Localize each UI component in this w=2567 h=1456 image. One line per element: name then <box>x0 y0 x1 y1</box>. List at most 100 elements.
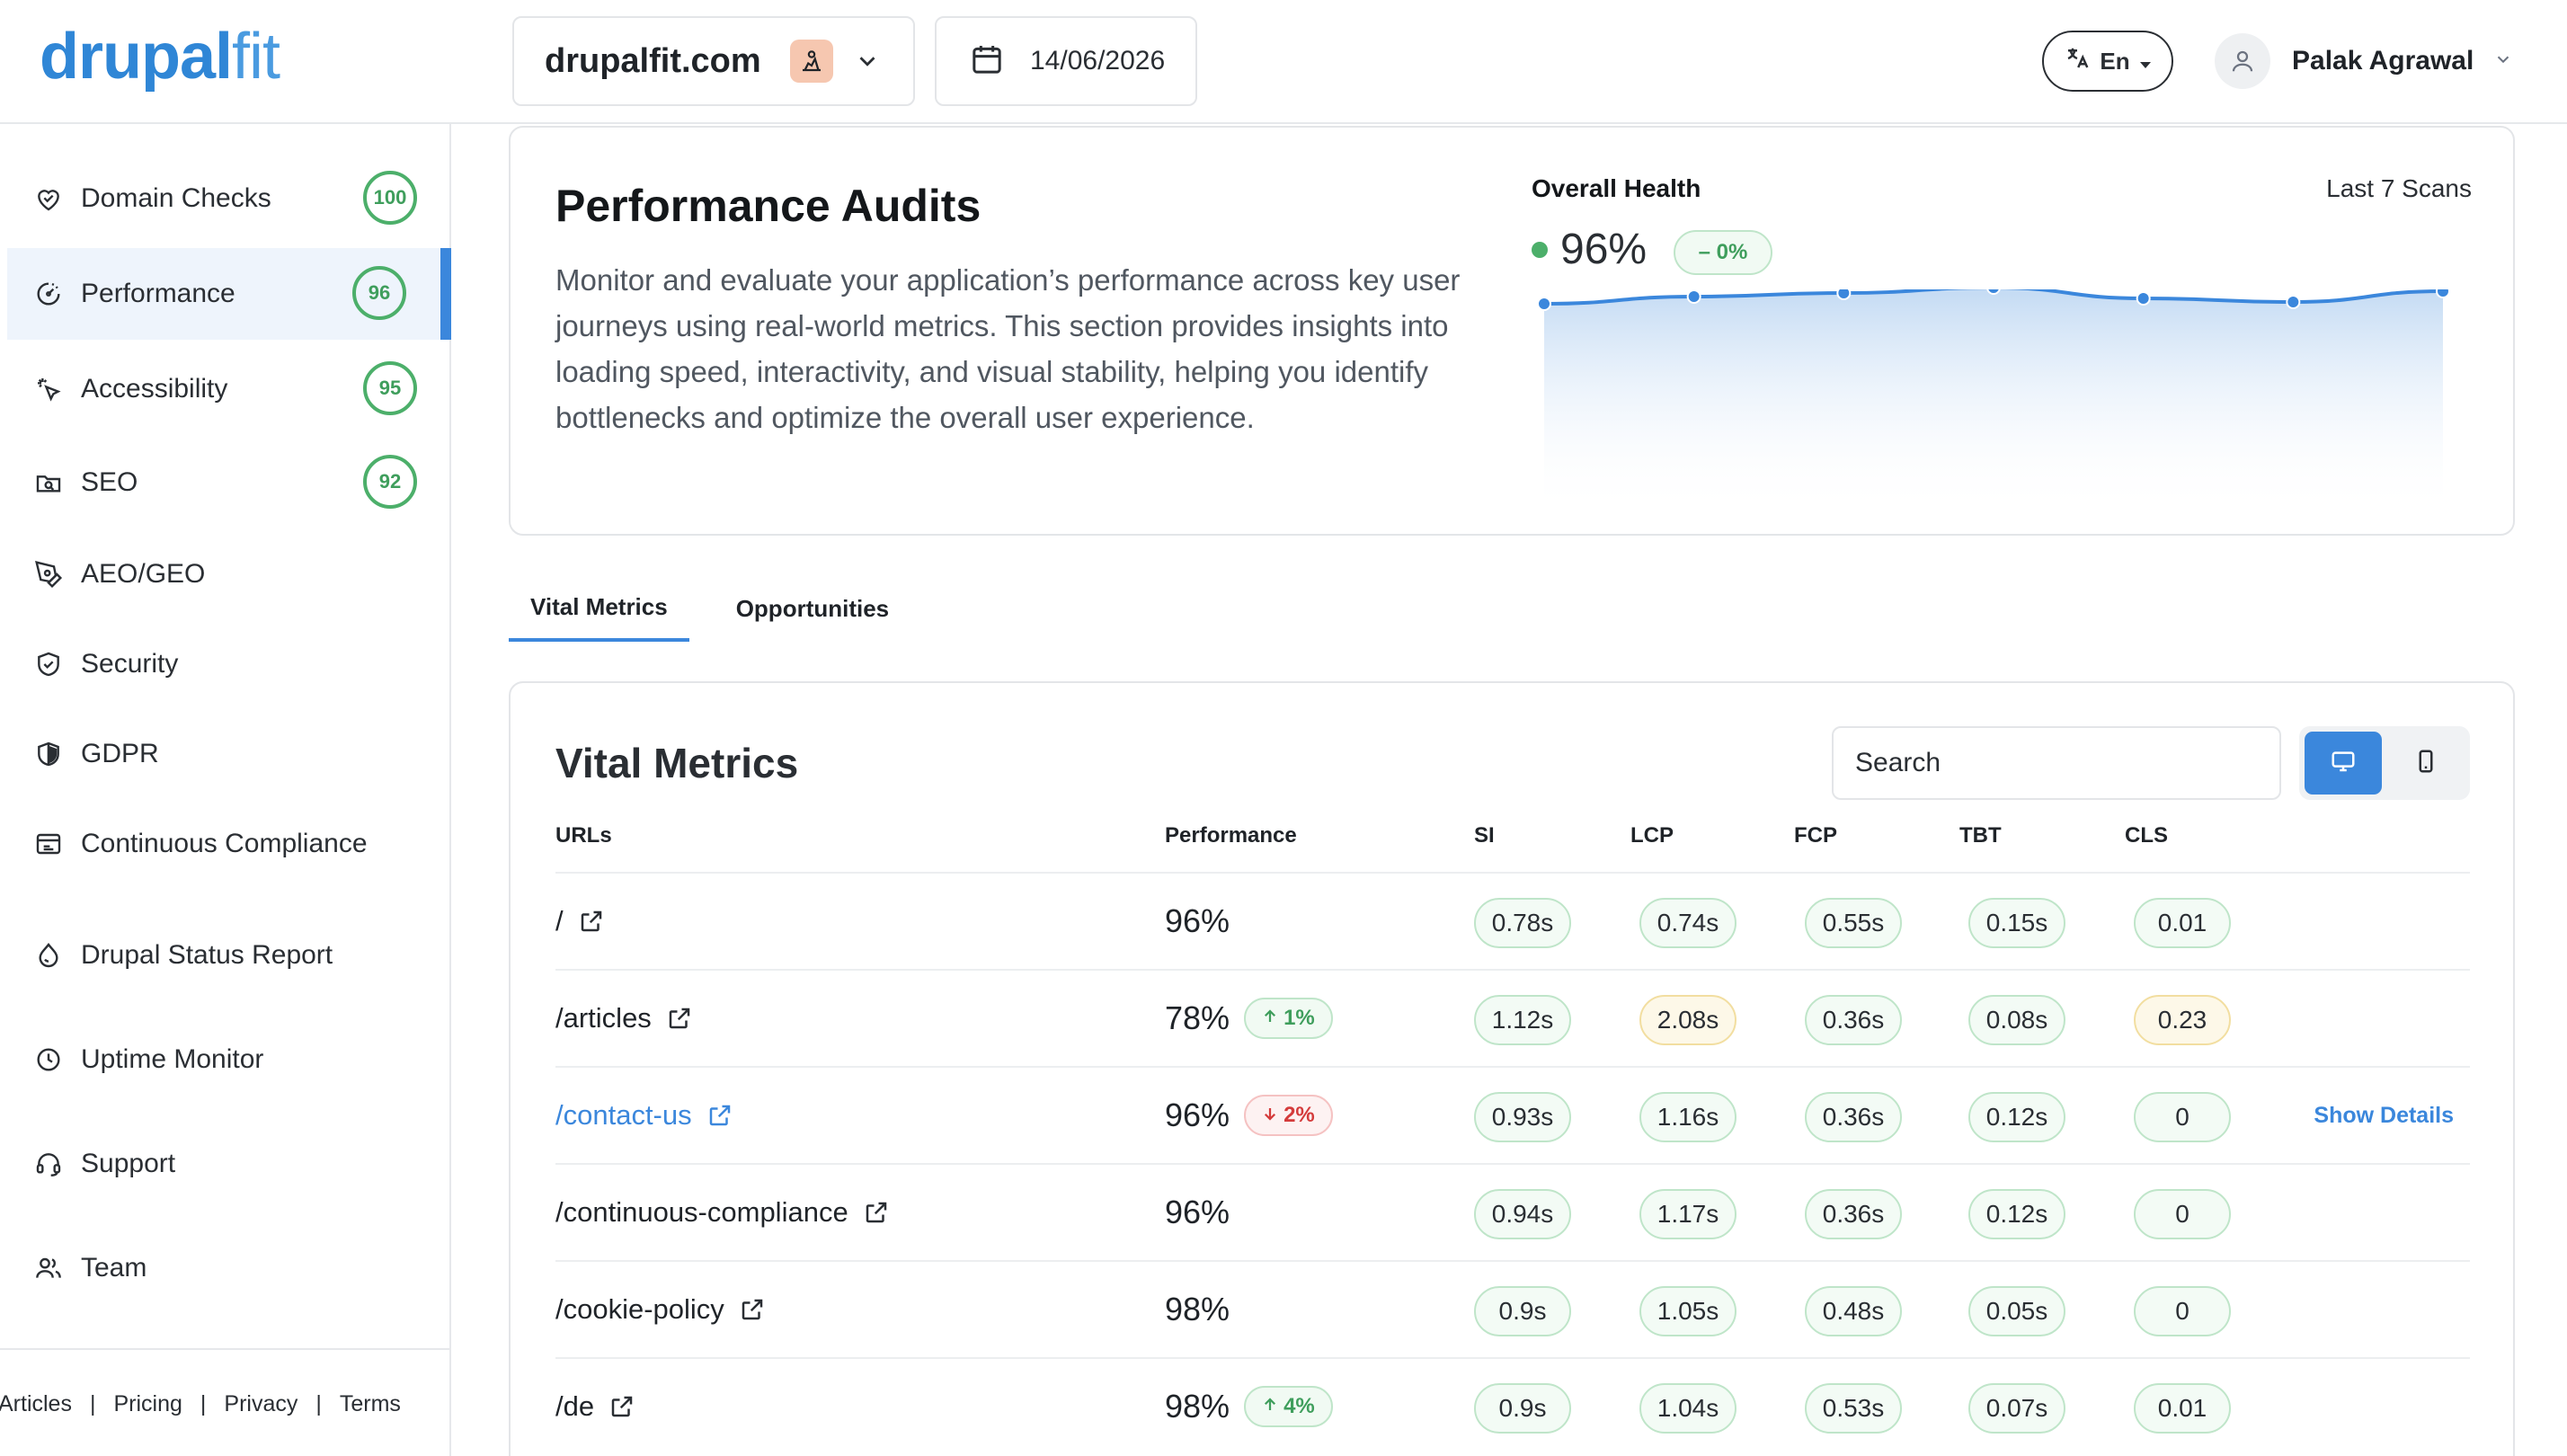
health-point-6[interactable] <box>2436 289 2450 298</box>
row-url-text[interactable]: /de <box>555 1390 595 1422</box>
row-url-text[interactable]: /articles <box>555 1002 652 1034</box>
table-row[interactable]: /continuous-compliance 96% 0.94s 1.17s 0.36s… <box>555 1163 2470 1260</box>
health-point-1[interactable] <box>1686 289 1701 304</box>
sidebar-item-aeo-geo[interactable]: AEO/GEO <box>7 528 449 620</box>
sidebar-item-label: Security <box>81 649 179 679</box>
metric-si-pill: 0.9s <box>1474 1383 1571 1434</box>
row-url-text[interactable]: /continuous-compliance <box>555 1196 848 1228</box>
health-point-5[interactable] <box>2286 295 2301 309</box>
sidebar-item-team[interactable]: Team <box>7 1222 449 1314</box>
user-name: Palak Agrawal <box>2292 46 2474 75</box>
footer-link-privacy[interactable]: Privacy <box>224 1391 298 1416</box>
footer-link-articles[interactable]: Articles <box>0 1391 72 1416</box>
pen-tool-icon <box>32 558 65 590</box>
external-link-icon[interactable] <box>578 908 605 935</box>
seo-folder-icon <box>32 466 65 499</box>
sidebar-item-continuous-compliance[interactable]: Continuous Compliance <box>7 798 449 890</box>
metric-tbt-pill: 0.07s <box>1968 1383 2065 1434</box>
chevron-down-icon[interactable] <box>849 43 885 79</box>
metric-fcp-pill: 0.53s <box>1805 1383 1902 1434</box>
device-toggle <box>2299 726 2470 800</box>
date-picker[interactable]: 14/06/2026 <box>935 16 1197 106</box>
footer-link-pricing[interactable]: Pricing <box>113 1391 182 1416</box>
sidebar-item-domain-checks[interactable]: Domain Checks 100 <box>7 153 449 244</box>
metric-lcp-pill: 2.08s <box>1639 995 1736 1045</box>
metric-lcp-pill: 1.05s <box>1639 1286 1736 1336</box>
metric-si-pill: 0.78s <box>1474 898 1571 948</box>
table-row[interactable]: /articles 78% 1% 1.12s 2.08s 0.36s 0.08s 0.23 <box>555 969 2470 1066</box>
health-point-4[interactable] <box>2136 291 2151 306</box>
sidebar-item-accessibility[interactable]: Accessibility 95 <box>7 343 449 435</box>
row-url[interactable]: / <box>555 874 605 969</box>
sidebar-item-security[interactable]: Security <box>7 618 449 710</box>
page-description: Monitor and evaluate your application’s … <box>555 263 1461 434</box>
footer-link-terms[interactable]: Terms <box>339 1391 401 1416</box>
performance-value: 78% <box>1165 999 1230 1036</box>
performance-value: 96% <box>1165 1194 1230 1230</box>
metric-cls-pill: 0.01 <box>2134 898 2231 948</box>
site-favicon-icon <box>789 40 833 83</box>
sidebar-item-label: Uptime Monitor <box>81 1044 264 1074</box>
row-performance: 98% <box>1165 1262 1230 1357</box>
column-header-performance: Performance <box>1165 823 1297 848</box>
health-point-2[interactable] <box>1836 289 1852 300</box>
metric-fcp-pill: 0.36s <box>1805 1092 1902 1142</box>
shield-half-icon <box>32 738 65 770</box>
health-delta-badge: – 0% <box>1674 230 1772 275</box>
row-performance: 78% 1% <box>1165 971 1333 1066</box>
row-url-text[interactable]: /cookie-policy <box>555 1293 724 1325</box>
sidebar-item-uptime-monitor[interactable]: Uptime Monitor <box>7 1014 449 1105</box>
external-link-icon[interactable] <box>706 1102 733 1129</box>
site-selector[interactable]: drupalfit.com <box>512 16 915 106</box>
arrow-up-icon <box>1262 1394 1278 1419</box>
overall-health-title: Overall Health <box>1532 174 1701 202</box>
metric-cls-pill: 0 <box>2134 1286 2231 1336</box>
search-input[interactable] <box>1832 726 2281 800</box>
sidebar-item-drupal-status-report[interactable]: Drupal Status Report <box>7 910 449 1001</box>
row-performance: 96% <box>1165 874 1230 969</box>
tab-vital-metrics[interactable]: Vital Metrics <box>509 575 689 642</box>
desktop-view-button[interactable] <box>2305 732 2382 795</box>
health-point-3[interactable] <box>1986 289 2001 295</box>
top-header: drupalfit drupalfit.com 14/06/2026 En Pa… <box>0 0 2567 124</box>
table-row[interactable]: / 96% 0.78s 0.74s 0.55s 0.15s 0.01 <box>555 872 2470 969</box>
sidebar-item-label: Accessibility <box>81 374 228 404</box>
sidebar-item-label: SEO <box>81 467 138 497</box>
pointer-icon <box>32 373 65 405</box>
score-badge: 96 <box>352 266 406 320</box>
user-menu[interactable]: Palak Agrawal <box>2215 32 2513 90</box>
row-url[interactable]: /contact-us <box>555 1068 733 1163</box>
sidebar-item-gdpr[interactable]: GDPR <box>7 708 449 800</box>
metric-lcp-pill: 1.04s <box>1639 1383 1736 1434</box>
language-selector[interactable]: En <box>2042 31 2173 92</box>
row-url[interactable]: /de <box>555 1359 635 1454</box>
table-row[interactable]: /de 98% 4% 0.9s 1.04s 0.53s 0.07s 0.01 <box>555 1357 2470 1454</box>
show-details-link[interactable]: Show Details <box>2314 1102 2454 1128</box>
sidebar-item-label: Support <box>81 1149 176 1178</box>
metric-si-pill: 0.9s <box>1474 1286 1571 1336</box>
row-performance: 96% 2% <box>1165 1068 1333 1163</box>
row-url[interactable]: /continuous-compliance <box>555 1165 890 1260</box>
column-header-cls: CLS <box>2125 823 2168 848</box>
tab-opportunities[interactable]: Opportunities <box>735 594 890 622</box>
logo[interactable]: drupalfit <box>40 21 280 93</box>
metric-tbt-pill: 0.12s <box>1968 1092 2065 1142</box>
external-link-icon[interactable] <box>863 1199 890 1226</box>
external-link-icon[interactable] <box>666 1005 693 1032</box>
row-url[interactable]: /cookie-policy <box>555 1262 766 1357</box>
status-dot-icon <box>1532 241 1548 258</box>
metric-tbt-pill: 0.05s <box>1968 1286 2065 1336</box>
mobile-view-button[interactable] <box>2387 732 2465 795</box>
table-row[interactable]: /cookie-policy 98% 0.9s 1.05s 0.48s 0.05s 0 <box>555 1260 2470 1357</box>
sidebar-item-support[interactable]: Support <box>7 1118 449 1210</box>
health-point-0[interactable] <box>1537 297 1551 311</box>
row-url-text[interactable]: /contact-us <box>555 1099 692 1131</box>
sidebar-item-seo[interactable]: SEO 92 <box>7 437 449 528</box>
external-link-icon[interactable] <box>608 1393 635 1420</box>
table-row[interactable]: /contact-us 96% 2% 0.93s 1.16s 0.36s 0.12s 0 Sho… <box>555 1066 2470 1163</box>
row-url-text[interactable]: / <box>555 905 564 937</box>
external-link-icon[interactable] <box>739 1296 766 1323</box>
row-url[interactable]: /articles <box>555 971 693 1066</box>
performance-value: 98% <box>1165 1291 1230 1327</box>
sidebar-item-performance[interactable]: Performance 96 <box>7 248 451 340</box>
